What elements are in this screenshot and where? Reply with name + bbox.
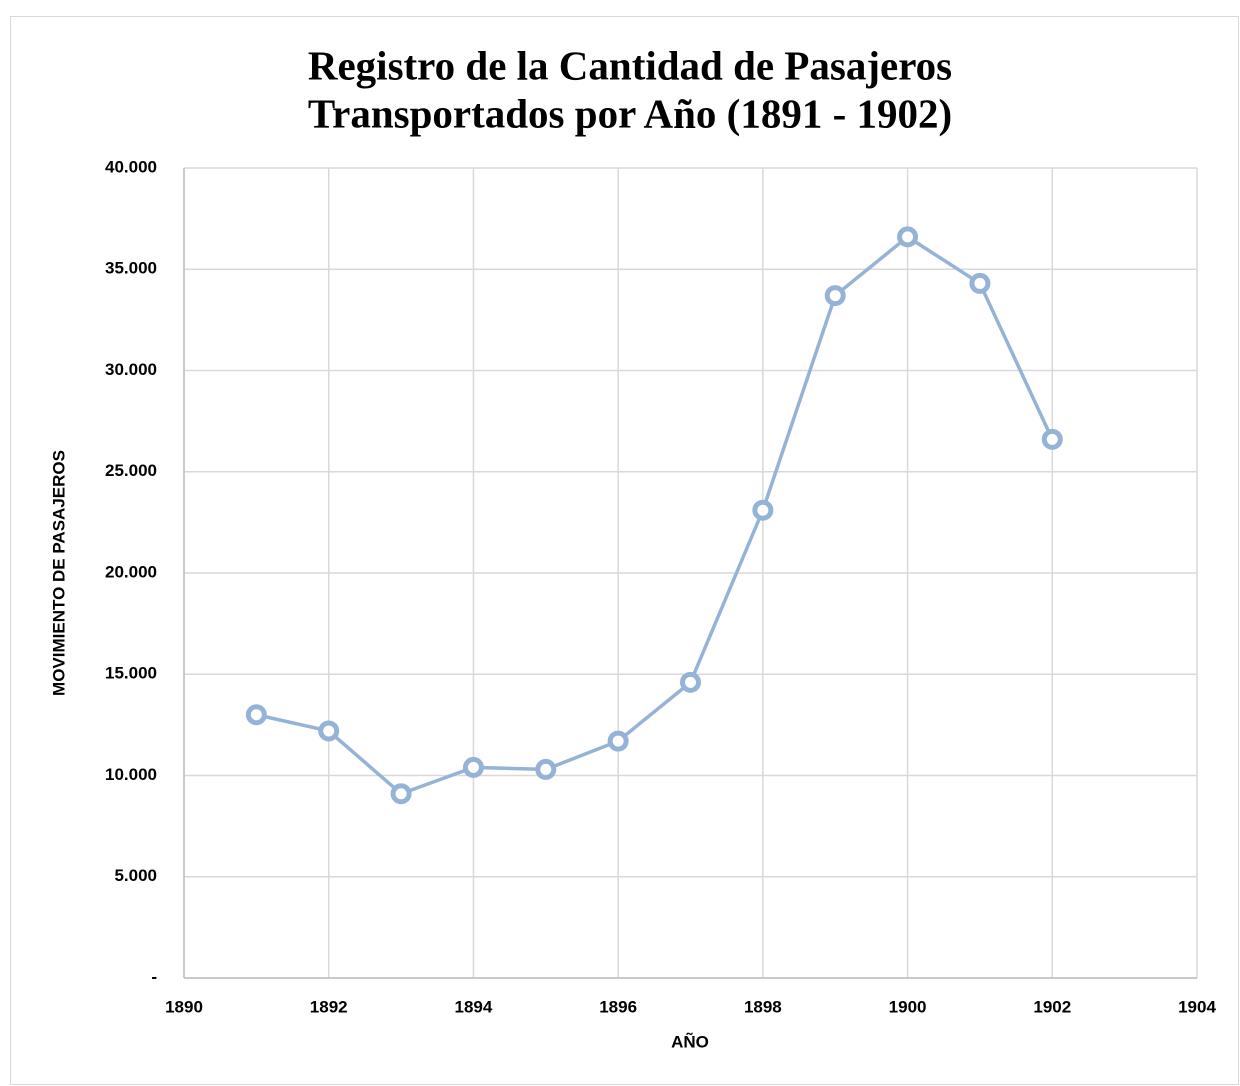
x-tick-label: 1904 xyxy=(1178,997,1216,1016)
x-tick-label: 1896 xyxy=(599,997,637,1016)
chart-title: Transportados por Año (1891 - 1902) xyxy=(308,90,952,136)
data-point xyxy=(1041,428,1063,450)
data-point xyxy=(607,730,629,752)
chart-border xyxy=(10,16,1239,1085)
y-tick-label: 25.000 xyxy=(105,461,157,480)
data-point xyxy=(462,756,484,778)
x-tick-label: 1892 xyxy=(310,997,348,1016)
y-tick-label: 15.000 xyxy=(105,664,157,683)
y-tick-label: - xyxy=(151,967,157,986)
x-tick-label: 1898 xyxy=(744,997,782,1016)
x-tick-label: 1894 xyxy=(455,997,493,1016)
data-point xyxy=(969,272,991,294)
data-point xyxy=(680,671,701,693)
x-axis-label: AÑO xyxy=(671,1031,709,1051)
x-tick-label: 1902 xyxy=(1033,997,1071,1016)
data-point xyxy=(752,499,774,521)
chart-title: Registro de la Cantidad de Pasajeros xyxy=(308,42,952,88)
y-tick-label: 20.000 xyxy=(105,562,157,581)
y-tick-label: 40.000 xyxy=(105,157,157,176)
y-tick-label: 10.000 xyxy=(105,765,157,784)
y-axis-label: MOVIMIENTO DE PASAJEROS xyxy=(49,450,68,696)
y-tick-label: 30.000 xyxy=(105,360,157,379)
data-point xyxy=(245,704,267,726)
data-point xyxy=(535,758,557,780)
x-tick-label: 1890 xyxy=(165,997,203,1016)
y-tick-label: 5.000 xyxy=(114,866,157,885)
data-point xyxy=(390,783,412,805)
data-point xyxy=(824,285,846,307)
y-tick-label: 35.000 xyxy=(105,259,157,278)
data-point xyxy=(318,720,340,742)
data-point xyxy=(897,226,919,248)
x-tick-label: 1900 xyxy=(889,997,927,1016)
series-line xyxy=(255,235,1054,796)
